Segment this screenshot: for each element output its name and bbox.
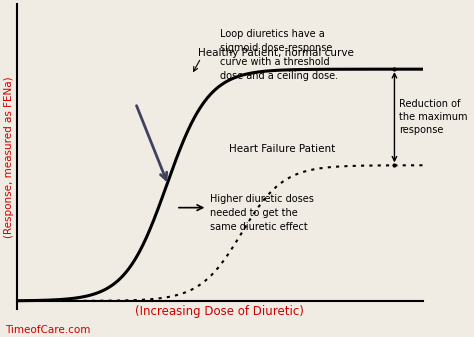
Text: Loop diuretics have a
sigmoid dose-response
curve with a threshold
dose and a ce: Loop diuretics have a sigmoid dose-respo…: [220, 29, 338, 81]
Text: Healthy Patient, normal curve: Healthy Patient, normal curve: [198, 48, 354, 58]
Text: Reduction of
the maximum
response: Reduction of the maximum response: [399, 99, 468, 135]
Text: Higher diuretic doses
needed to get the
same diuretic effect: Higher diuretic doses needed to get the …: [210, 193, 314, 232]
Y-axis label: (Response, measured as FENa): (Response, measured as FENa): [4, 76, 14, 238]
Text: TimeofCare.com: TimeofCare.com: [5, 325, 90, 335]
X-axis label: (Increasing Dose of Diuretic): (Increasing Dose of Diuretic): [135, 305, 304, 318]
Text: Heart Failure Patient: Heart Failure Patient: [229, 144, 335, 154]
